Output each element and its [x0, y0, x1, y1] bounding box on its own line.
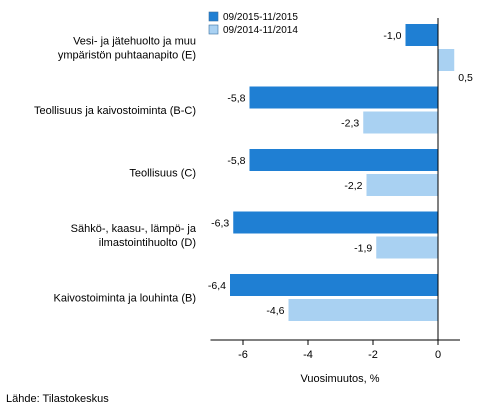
value-label-series1-4: -6,4 — [208, 280, 226, 292]
value-label-series1-1: -5,8 — [227, 93, 245, 105]
legend-label-2: 09/2014-11/2014 — [223, 25, 298, 36]
legend: 09/2015-11/2015 09/2014-11/2014 — [208, 11, 298, 36]
bar-series2-4 — [288, 299, 438, 321]
bar-series1-3 — [233, 211, 438, 234]
legend-swatch-2 — [208, 24, 219, 35]
category-label-4: Kaivostoiminta ja louhinta (B) — [54, 293, 196, 305]
value-label-series2-4: -4,6 — [266, 305, 284, 317]
x-tick-label-1: -4 — [303, 349, 313, 361]
bar-series1-4 — [230, 274, 438, 296]
value-label-series2-2: -2,2 — [344, 180, 362, 192]
x-tick-label-0: -6 — [238, 349, 248, 361]
bar-series1-2 — [249, 149, 438, 171]
legend-swatch-1 — [208, 11, 219, 22]
x-tick-label-2: -2 — [368, 349, 378, 361]
category-label-2: Teollisuus (C) — [129, 168, 196, 180]
category-label-0: Vesi- ja jätehuolto ja muu ympäristön puh… — [58, 36, 196, 62]
bar-series2-0 — [438, 49, 455, 71]
category-label-3: Sähkö-, kaasu-, lämpö- ja ilmastointihuol… — [71, 223, 197, 249]
x-tick-label-3: 0 — [435, 349, 441, 361]
bar-series1-1 — [249, 86, 438, 109]
value-label-series2-3: -1,9 — [354, 243, 372, 255]
bar-series2-3 — [376, 236, 438, 259]
bar-series2-2 — [366, 174, 438, 196]
value-labels: -1,0 0,5 -5,8 -2,3 -5,8 -2,2 -6,3 -1,9 -6,4 -4,6 — [208, 30, 473, 317]
legend-label-1: 09/2015-11/2015 — [223, 12, 298, 23]
bars — [230, 24, 455, 321]
bar-series2-1 — [363, 111, 438, 134]
category-label-1: Teollisuus ja kaivostoiminta (B-C) — [34, 105, 196, 117]
value-label-series2-1: -2,3 — [341, 118, 359, 130]
bar-series1-0 — [405, 24, 438, 46]
value-label-series1-3: -6,3 — [211, 218, 229, 230]
source-note: Lähde: Tilastokeskus — [6, 393, 109, 405]
category-labels: Vesi- ja jätehuolto ja muu ympäristön puh… — [34, 36, 197, 305]
value-label-series2-0: 0,5 — [458, 72, 473, 84]
x-axis: -6 -4 -2 0 — [210, 18, 460, 361]
value-label-series1-0: -1,0 — [383, 30, 401, 42]
value-label-series1-2: -5,8 — [227, 155, 245, 167]
x-axis-title: Vuosimuutos, % — [300, 373, 379, 385]
